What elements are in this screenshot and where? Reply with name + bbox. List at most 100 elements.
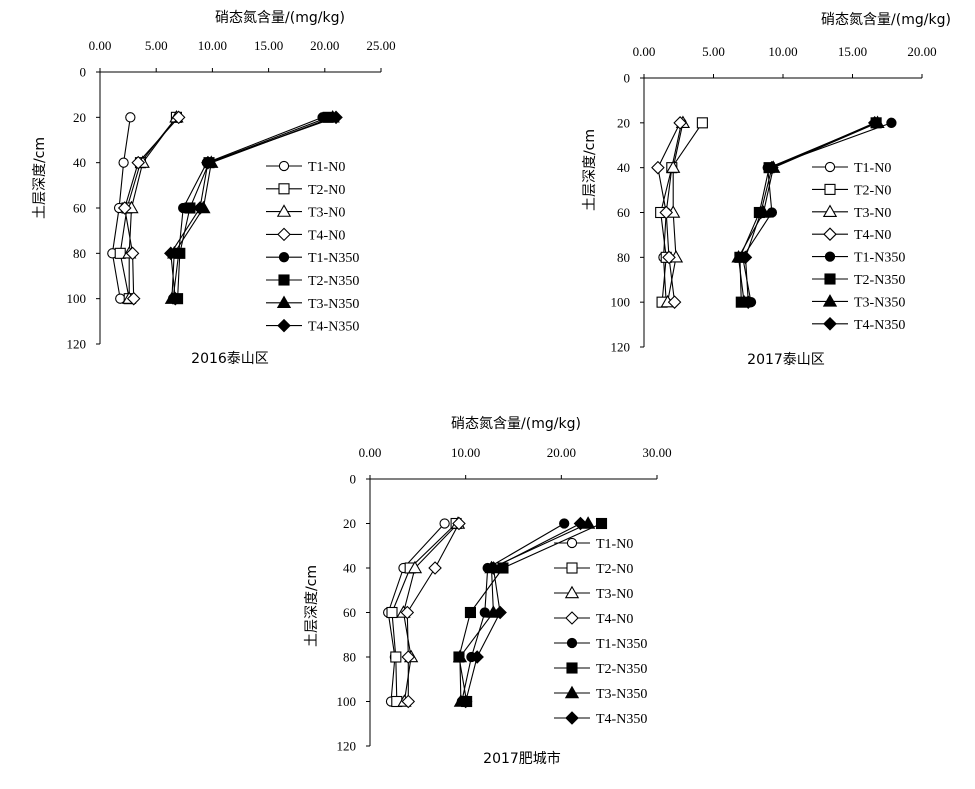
series-t2-n0 bbox=[386, 517, 462, 708]
legend-marker-t1-n350 bbox=[824, 251, 836, 262]
legend-label: T1-N350 bbox=[854, 251, 905, 266]
legend-label: T2-N350 bbox=[854, 273, 905, 288]
x-tick-label: 20.00 bbox=[907, 44, 936, 59]
x-axis-title: 硝态氮含量/(mg/kg) bbox=[215, 10, 345, 26]
legend-marker-t3-n350 bbox=[564, 685, 580, 699]
x-axis-title: 硝态氮含量/(mg/kg) bbox=[451, 416, 581, 432]
y-tick-label: 20 bbox=[73, 110, 86, 125]
series-line-t4-n0 bbox=[406, 523, 460, 702]
legend-marker-t3-n350 bbox=[822, 294, 838, 307]
y-tick-label: 40 bbox=[617, 160, 630, 175]
series-t4-n350 bbox=[458, 516, 588, 709]
legend-entry-t3-n350: T3-N350 bbox=[554, 685, 647, 702]
panel-2017-feicheng: 硝态氮含量/(mg/kg) 土层深度/cm 2017肥城市 0.00 10.00 2… bbox=[304, 416, 672, 767]
data-point-t4-n0 bbox=[673, 116, 687, 130]
legend-marker-t2-n350 bbox=[824, 273, 836, 285]
y-tick-label: 80 bbox=[343, 650, 356, 665]
y-tick-label: 60 bbox=[343, 605, 356, 620]
series-t3-n0 bbox=[122, 110, 184, 304]
legend-entry-t4-n0: T4-N0 bbox=[266, 227, 345, 243]
legend-label: T2-N0 bbox=[854, 183, 891, 198]
legend-entry-t4-n350: T4-N350 bbox=[812, 317, 905, 333]
legend-entry-t2-n350: T2-N350 bbox=[266, 274, 359, 289]
legend-marker-t2-n0 bbox=[824, 183, 836, 195]
data-point-t4-n350 bbox=[765, 160, 779, 175]
legend: T1-N0 T2-N0 T3-N0 T4-N0 T1-N350 T2-N350 T3-N35… bbox=[554, 537, 647, 727]
legend-entry-t2-n350: T2-N350 bbox=[554, 662, 647, 677]
data-point-t4-n350 bbox=[493, 605, 507, 620]
data-point-t4-n0 bbox=[131, 155, 145, 170]
legend-marker-t2-n0 bbox=[278, 183, 290, 195]
y-tick-label: 120 bbox=[67, 337, 87, 352]
legend-entry-t1-n0: T1-N0 bbox=[812, 161, 891, 176]
x-tick-label: 15.00 bbox=[838, 44, 867, 59]
y-tick-label: 20 bbox=[343, 516, 356, 531]
data-point-t4-n0 bbox=[400, 605, 415, 620]
legend-marker-t4-n0 bbox=[277, 227, 291, 242]
legend-marker-t4-n350 bbox=[823, 317, 837, 331]
x-tick-label: 10.00 bbox=[768, 44, 797, 59]
legend-marker-t3-n0 bbox=[822, 204, 838, 217]
data-point-t4-n350 bbox=[193, 201, 207, 215]
legend-label: T1-N0 bbox=[596, 537, 633, 552]
legend-label: T2-N350 bbox=[308, 274, 359, 289]
x-tick-label: 5.00 bbox=[145, 38, 168, 53]
data-point-t4-n350 bbox=[201, 155, 215, 170]
x-tick-label: 15.00 bbox=[254, 38, 283, 53]
legend-entry-t3-n350: T3-N350 bbox=[266, 295, 359, 312]
data-point-t3-n0 bbox=[666, 160, 681, 173]
data-point-t3-n350 bbox=[452, 649, 468, 663]
data-point-t4-n350 bbox=[486, 561, 501, 575]
legend-entry-t4-n0: T4-N0 bbox=[812, 227, 891, 243]
legend-label: T4-N350 bbox=[854, 318, 905, 333]
legend-marker-t4-n0 bbox=[565, 611, 579, 625]
y-axis-title: 土层深度/cm bbox=[304, 565, 320, 647]
legend-label: T3-N350 bbox=[596, 687, 647, 702]
legend-label: T3-N350 bbox=[854, 295, 905, 310]
plot-area: 0.00 10.00 20.00 30.00 0 20 40 60 80 100 120 bbox=[337, 445, 672, 754]
data-point-t4-n0 bbox=[126, 291, 141, 306]
series-line-t3-n350 bbox=[459, 523, 589, 702]
legend-label: T3-N0 bbox=[596, 587, 633, 602]
data-point-t4-n0 bbox=[428, 561, 442, 575]
data-point-t4-n350 bbox=[164, 246, 178, 261]
data-point-t4-n0 bbox=[651, 160, 665, 175]
y-tick-label: 60 bbox=[617, 205, 630, 220]
data-point-t4-n0 bbox=[667, 295, 682, 309]
legend: T1-N0 T2-N0 T3-N0 T4-N0 T1-N350 T2-N350 T3-N35… bbox=[812, 161, 905, 333]
data-point-t4-n350 bbox=[753, 205, 768, 220]
data-point-t1-n350 bbox=[886, 117, 897, 128]
y-tick-label: 120 bbox=[611, 340, 631, 355]
x-tick-label: 5.00 bbox=[702, 44, 725, 59]
x-tick-label: 20.00 bbox=[310, 38, 339, 53]
legend-label: T4-N0 bbox=[854, 228, 891, 243]
data-point-t2-n0 bbox=[696, 117, 708, 129]
y-tick-label: 100 bbox=[337, 694, 357, 709]
data-point-t4-n0 bbox=[401, 650, 416, 664]
legend-label: T1-N0 bbox=[854, 161, 891, 176]
legend-entry-t2-n350: T2-N350 bbox=[812, 273, 905, 288]
data-point-t1-n0 bbox=[125, 112, 136, 123]
legend-entry-t1-n350: T1-N350 bbox=[266, 251, 359, 266]
y-tick-label: 80 bbox=[73, 246, 86, 261]
legend-marker-t3-n350 bbox=[276, 295, 292, 309]
y-tick-label: 0 bbox=[350, 472, 357, 487]
y-tick-label: 0 bbox=[80, 65, 87, 80]
data-point-t2-n0 bbox=[390, 651, 402, 663]
legend-marker-t2-n350 bbox=[566, 662, 578, 674]
legend-entry-t4-n350: T4-N350 bbox=[554, 711, 647, 727]
data-point-t4-n0 bbox=[171, 110, 186, 125]
legend-label: T4-N350 bbox=[596, 712, 647, 727]
y-tick-label: 120 bbox=[337, 739, 357, 754]
panel-title: 2016泰山区 bbox=[191, 351, 269, 367]
y-tick-label: 100 bbox=[67, 291, 87, 306]
data-point-t2-n0 bbox=[386, 606, 398, 619]
series-t4-n0 bbox=[651, 116, 687, 309]
data-point-t2-n350 bbox=[464, 606, 477, 619]
series-t4-n0 bbox=[117, 110, 186, 306]
x-axis-title: 硝态氮含量/(mg/kg) bbox=[821, 12, 951, 28]
x-tick-label: 10.00 bbox=[198, 38, 227, 53]
legend-marker-t1-n350 bbox=[278, 252, 290, 263]
data-point-t4-n350 bbox=[867, 116, 882, 130]
